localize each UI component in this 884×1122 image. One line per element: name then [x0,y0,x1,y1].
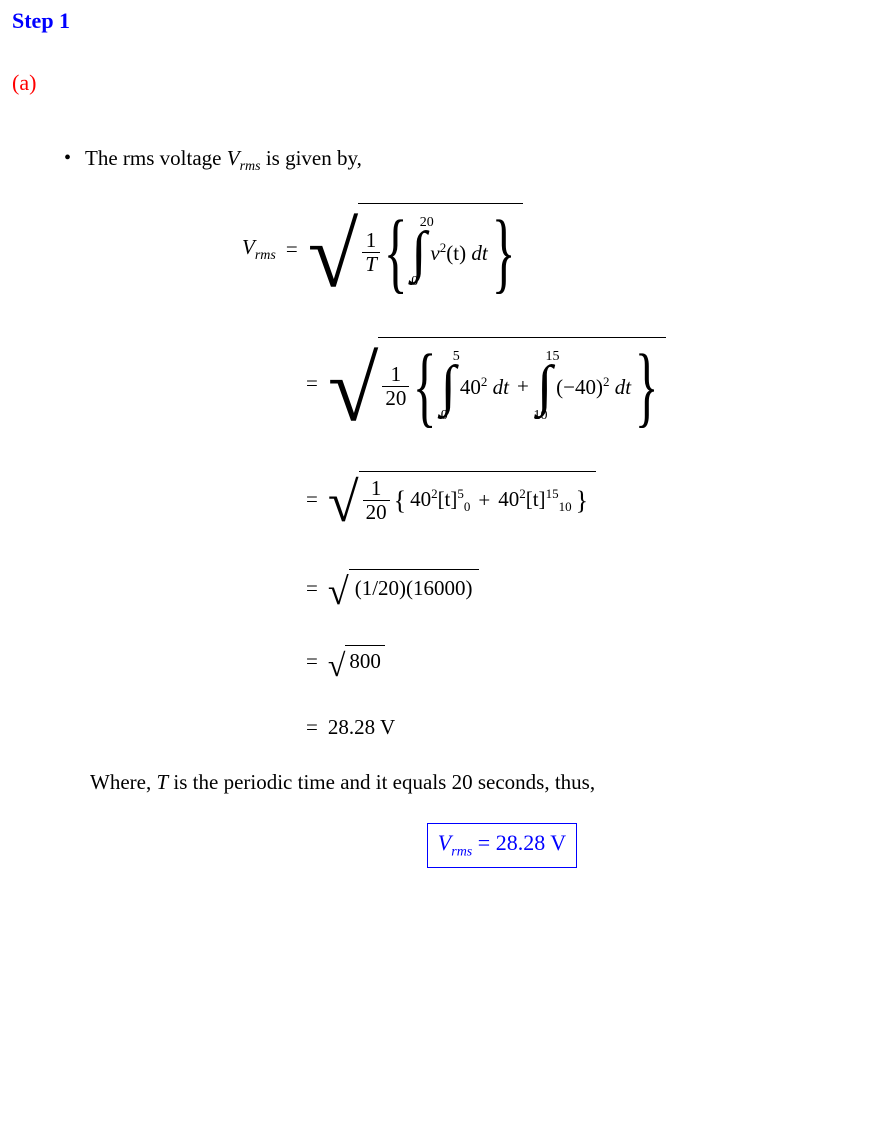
step-label: Step 1 [12,8,872,34]
boxed-result: Vrms = 28.28 V [427,823,577,867]
equation-3: = √ 1 20 { 402[t]50 + 402[t]1510 } [12,471,872,527]
equation-5: = √ 800 [12,645,872,677]
equation-1: Vrms = √ 1 T { 20 ∫ 0 v2(t) dt } [12,203,872,295]
sqrt-icon: √ [328,649,346,681]
sqrt-icon: √ [328,573,349,611]
where-text: Where, T is the periodic time and it equ… [12,770,872,795]
sqrt-icon: √ [328,343,379,435]
sqrt-icon: √ [308,209,359,301]
bullet-dot-icon: • [64,146,71,175]
bullet-item: • The rms voltage Vrms is given by, [12,146,872,175]
part-label: (a) [12,70,872,96]
equation-2: = √ 1 20 { 5 ∫ 0 402 dt + 15 ∫ 10 [12,337,872,429]
equation-4: = √ (1/20)(16000) [12,569,872,607]
sqrt-icon: √ [328,475,359,531]
equation-6: = 28.28 V [12,715,872,740]
boxed-result-wrap: Vrms = 28.28 V [12,823,872,867]
integral-icon: ∫ [537,364,552,409]
integral-icon: ∫ [411,230,426,275]
bullet-text: The rms voltage Vrms is given by, [85,146,362,175]
integral-icon: ∫ [441,364,456,409]
